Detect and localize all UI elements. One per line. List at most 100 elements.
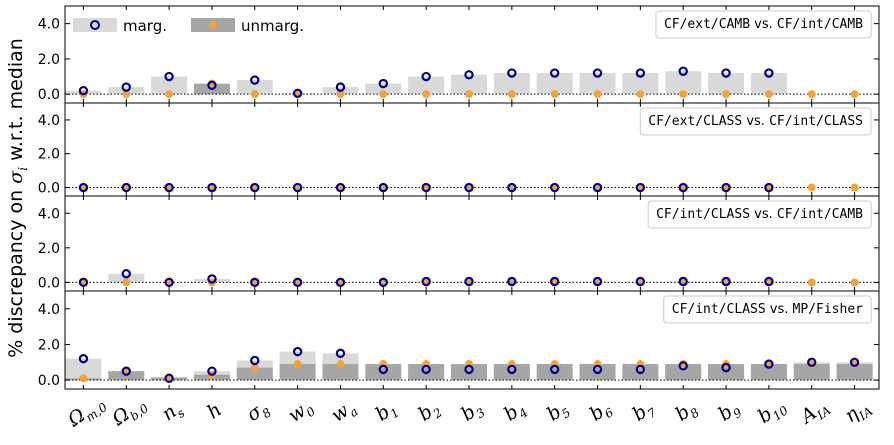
marg-marker bbox=[549, 182, 560, 193]
marg-marker bbox=[678, 66, 688, 76]
legend-unmarg-marker bbox=[209, 21, 217, 29]
marg-marker bbox=[635, 182, 646, 193]
y-tick-label: 2.0 bbox=[38, 241, 60, 257]
x-tick-label: Ωb,0 bbox=[107, 392, 151, 433]
marg-marker bbox=[549, 68, 560, 78]
marg-marker bbox=[807, 357, 817, 367]
marg-marker bbox=[464, 276, 474, 287]
unmarg-bar bbox=[236, 367, 273, 381]
unmarg-marker bbox=[807, 90, 816, 99]
unmarg-bar bbox=[836, 364, 873, 381]
marg-marker bbox=[378, 277, 389, 288]
y-tick-label: 0.0 bbox=[38, 181, 60, 197]
marg-marker bbox=[421, 182, 431, 193]
marg-marker bbox=[592, 182, 603, 193]
panel-title-vs: vs. bbox=[766, 302, 793, 317]
panel-title-box bbox=[663, 295, 872, 324]
unmarg-marker bbox=[679, 90, 688, 99]
x-tick-label: b8 bbox=[671, 396, 702, 428]
y-tick-label: 4.0 bbox=[38, 17, 60, 33]
unmarg-marker bbox=[250, 90, 259, 99]
unmarg-marker bbox=[507, 90, 516, 99]
y-tick-label: 4.0 bbox=[38, 113, 60, 129]
unmarg-marker bbox=[850, 278, 859, 287]
marg-marker bbox=[635, 364, 646, 375]
marg-marker bbox=[250, 75, 260, 85]
panel-title: CF/int/CLASS vs. MP/Fisher bbox=[672, 302, 863, 317]
marg-marker bbox=[335, 348, 346, 359]
x-tick-label: ηIA bbox=[841, 395, 876, 430]
panel-frame bbox=[64, 290, 880, 390]
marg-bar bbox=[408, 76, 445, 95]
marg-marker bbox=[721, 68, 731, 78]
marg-marker bbox=[78, 182, 89, 193]
marg-marker bbox=[335, 182, 346, 193]
marg-marker bbox=[292, 277, 303, 288]
marg-marker bbox=[592, 276, 603, 287]
panel-title-b: CF/int/CAMB bbox=[777, 207, 863, 222]
panel-3: 0.0 2.0 4.0 CF/int/CLASS vs. CF/int/CAMB bbox=[38, 195, 880, 292]
marg-marker bbox=[464, 364, 474, 375]
y-tick-label: 4.0 bbox=[38, 302, 60, 318]
marg-marker bbox=[635, 276, 646, 287]
x-tick-label: b2 bbox=[414, 396, 445, 428]
marg-marker bbox=[678, 361, 688, 371]
marg-marker bbox=[164, 277, 174, 288]
y-tick-label: 0.0 bbox=[38, 373, 60, 389]
marg-marker bbox=[121, 269, 131, 279]
panel-title: CF/ext/CAMB vs. CF/int/CAMB bbox=[664, 17, 863, 32]
marg-marker bbox=[292, 88, 303, 99]
panel-title-box bbox=[639, 107, 872, 136]
unmarg-marker bbox=[465, 90, 473, 99]
x-tick-label: h bbox=[203, 399, 226, 424]
y-tick-label: 2.0 bbox=[38, 147, 60, 163]
unmarg-marker bbox=[850, 183, 859, 192]
marg-marker bbox=[507, 276, 517, 287]
marg-marker bbox=[849, 357, 860, 367]
y-tick-label: 2.0 bbox=[38, 52, 60, 68]
marg-marker bbox=[207, 182, 217, 193]
legend-unmarg-label: unmarg. bbox=[241, 17, 304, 35]
unmarg-bar bbox=[322, 364, 359, 381]
marg-marker bbox=[721, 182, 731, 193]
marg-marker bbox=[121, 182, 131, 193]
marg-bar bbox=[451, 74, 487, 95]
unmarg-marker bbox=[122, 278, 131, 287]
marg-marker bbox=[549, 364, 560, 375]
marg-marker bbox=[121, 82, 131, 92]
legend-marg-patch bbox=[73, 18, 117, 32]
marg-bar bbox=[536, 73, 573, 95]
x-tick-label-sub: IA bbox=[814, 403, 834, 423]
marg-marker bbox=[78, 354, 89, 364]
panel-title-b: MP/Fisher bbox=[793, 302, 864, 317]
marg-marker bbox=[678, 276, 688, 287]
unmarg-bar bbox=[665, 364, 702, 381]
marg-marker bbox=[121, 366, 131, 376]
unmarg-marker bbox=[850, 90, 859, 99]
panel-title-a: CF/int/CLASS bbox=[672, 302, 766, 317]
marg-marker bbox=[592, 364, 603, 375]
legend-marg-label: marg. bbox=[123, 17, 167, 35]
panel-title-box bbox=[655, 10, 872, 39]
marg-marker bbox=[421, 276, 431, 287]
y-tick-label: 0.0 bbox=[38, 275, 60, 291]
panel-title-a: CF/int/CLASS bbox=[656, 207, 750, 222]
panel-title-a: CF/ext/CAMB bbox=[664, 17, 750, 32]
panel-1: 0.0 2.0 4.0 CF/ext/CAMB vs. CF/int/CAMB bbox=[38, 5, 880, 104]
marg-marker bbox=[164, 373, 174, 384]
y-tick-label: 0.0 bbox=[38, 87, 60, 103]
marg-bar bbox=[750, 73, 787, 95]
panel-4: 0.0 2.0 4.0 CF/int/CLASS vs. MP/Fisher bbox=[38, 290, 880, 390]
marg-marker bbox=[507, 364, 517, 375]
x-tick-label: b5 bbox=[543, 396, 574, 428]
unmarg-marker bbox=[293, 360, 302, 369]
marg-marker bbox=[207, 366, 217, 376]
marg-marker bbox=[549, 276, 560, 287]
marg-marker bbox=[207, 274, 217, 284]
unmarg-marker bbox=[336, 360, 345, 369]
marg-marker bbox=[764, 182, 774, 193]
marg-bar bbox=[151, 76, 188, 95]
unmarg-bar bbox=[279, 364, 316, 381]
marg-bar bbox=[236, 80, 273, 95]
marg-marker bbox=[421, 71, 431, 82]
